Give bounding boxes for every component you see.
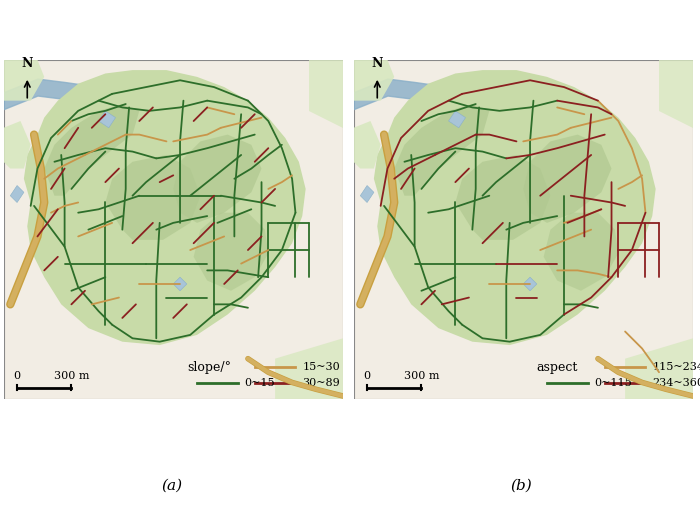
Text: N: N: [22, 57, 33, 70]
Polygon shape: [449, 111, 466, 128]
Polygon shape: [524, 134, 612, 223]
Text: 234~360: 234~360: [652, 378, 700, 388]
Polygon shape: [360, 185, 374, 202]
Text: N: N: [372, 57, 383, 70]
Text: 0: 0: [363, 372, 370, 381]
Polygon shape: [524, 277, 537, 291]
Polygon shape: [105, 155, 200, 240]
Polygon shape: [456, 155, 550, 240]
Polygon shape: [354, 121, 381, 169]
Text: 0~115: 0~115: [594, 378, 632, 388]
Text: 0~15: 0~15: [244, 378, 275, 388]
Polygon shape: [544, 213, 618, 291]
Polygon shape: [275, 338, 343, 400]
Text: 300 m: 300 m: [54, 372, 89, 381]
Polygon shape: [309, 60, 343, 128]
Polygon shape: [4, 60, 343, 400]
Polygon shape: [354, 60, 394, 101]
Text: slope/°: slope/°: [187, 361, 231, 374]
Polygon shape: [354, 60, 693, 400]
Text: (a): (a): [161, 479, 182, 492]
Polygon shape: [44, 104, 139, 196]
Polygon shape: [99, 111, 116, 128]
Polygon shape: [24, 70, 306, 345]
Text: 30~89: 30~89: [302, 378, 340, 388]
Text: 15~30: 15~30: [302, 362, 340, 372]
Polygon shape: [4, 121, 31, 169]
Polygon shape: [374, 70, 656, 345]
Text: 115~234: 115~234: [652, 362, 700, 372]
Polygon shape: [174, 277, 187, 291]
Polygon shape: [625, 338, 693, 400]
Polygon shape: [174, 134, 262, 223]
Text: (b): (b): [510, 479, 533, 492]
Polygon shape: [194, 213, 268, 291]
Polygon shape: [659, 60, 693, 128]
Text: 300 m: 300 m: [404, 372, 439, 381]
Polygon shape: [4, 60, 44, 101]
Polygon shape: [10, 185, 24, 202]
Text: 0: 0: [13, 372, 20, 381]
Text: aspect: aspect: [537, 361, 578, 374]
Polygon shape: [394, 104, 489, 196]
